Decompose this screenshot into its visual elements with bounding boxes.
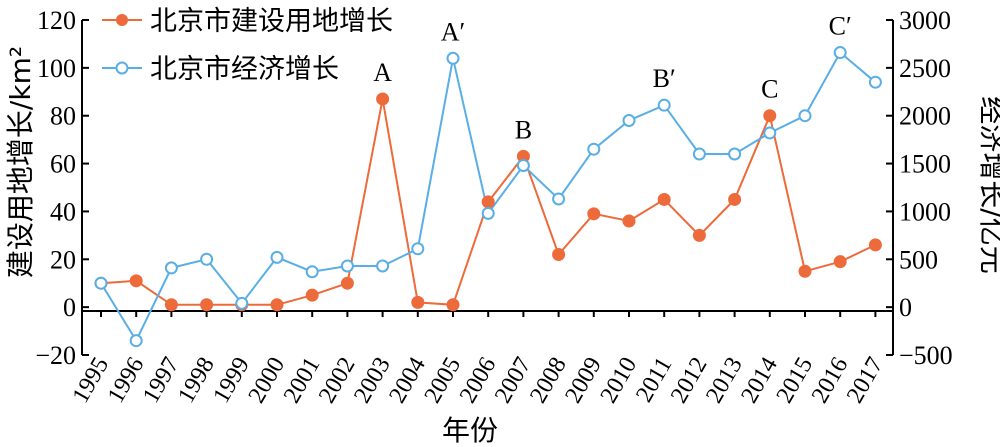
data-point — [411, 242, 425, 256]
y-axis-left-title: 建设用地增长/km² — [4, 46, 37, 278]
data-point — [516, 158, 530, 172]
annotation-label: C — [761, 75, 778, 104]
data-point — [657, 98, 671, 112]
y-right-tick-label: 500 — [899, 245, 938, 274]
data-point — [129, 274, 143, 288]
data-point — [622, 114, 636, 127]
data-point — [270, 298, 284, 312]
data-point — [833, 255, 847, 269]
data-point — [446, 298, 460, 312]
data-point — [763, 109, 777, 123]
y-right-tick-label: 2500 — [899, 54, 951, 83]
data-point — [587, 207, 601, 221]
y-left-tick-label: 80 — [50, 102, 76, 131]
annotation-label: B′ — [653, 64, 676, 93]
data-point — [728, 147, 742, 161]
x-tick-label: 2015 — [772, 353, 819, 408]
annotation-label: A′ — [441, 17, 465, 46]
annotations: A A′ B B′ C C′ — [373, 12, 852, 145]
data-point — [200, 298, 214, 312]
legend-label: 北京市建设用地增长 — [150, 6, 393, 37]
y-left-tick-label: 120 — [37, 6, 76, 35]
data-point — [94, 276, 108, 290]
x-tick-label: 2017 — [842, 353, 889, 408]
y-left-tick-label: 100 — [37, 54, 76, 83]
data-point — [481, 195, 495, 209]
x-tick-label: 2010 — [596, 353, 643, 408]
data-point — [305, 265, 319, 279]
y-right-tick-label: 1000 — [899, 197, 951, 226]
data-point — [129, 334, 143, 348]
x-tick-label: 2013 — [701, 353, 748, 408]
y-right-tick-label: 2000 — [899, 102, 951, 131]
data-point — [552, 248, 566, 261]
x-tick-label: 2005 — [420, 353, 467, 408]
x-tick-label: 2012 — [666, 353, 713, 408]
annotation-label: B — [515, 115, 532, 144]
data-point — [481, 206, 495, 220]
data-point — [270, 250, 284, 264]
y-right-tick-label: 1500 — [899, 150, 951, 179]
data-point — [798, 264, 812, 278]
y-left-tick-label: 0 — [63, 293, 76, 322]
data-point — [798, 109, 812, 123]
x-tick-label: 2000 — [244, 353, 291, 408]
y-left-tick-label: 60 — [50, 150, 76, 179]
data-point — [340, 276, 354, 290]
x-tick-label: 1998 — [173, 353, 220, 408]
x-tick-label: 2011 — [631, 353, 677, 407]
data-point — [376, 92, 390, 106]
legend-marker — [116, 14, 128, 26]
data-point — [763, 126, 777, 140]
data-point — [305, 288, 319, 302]
x-tick-label: 2002 — [314, 353, 361, 408]
legend-label: 北京市经济增长 — [150, 54, 339, 85]
legend-marker — [115, 61, 129, 75]
data-point — [552, 192, 566, 206]
data-point — [692, 147, 706, 161]
data-point — [622, 214, 636, 228]
y-right-tick-label: 0 — [899, 293, 912, 322]
data-point — [868, 75, 882, 89]
chart-axes: −20 0 20 40 60 80 100 120 −500 0 500 1000 1500 2000 25… — [35, 6, 952, 408]
y-left-tick-label: −20 — [35, 341, 76, 370]
data-point — [376, 259, 390, 273]
x-tick-label: 2016 — [807, 353, 854, 408]
data-point — [833, 46, 847, 60]
data-point — [692, 228, 706, 242]
x-tick-label: 2014 — [736, 353, 783, 408]
data-point — [164, 261, 178, 275]
x-tick-label: 2008 — [525, 353, 572, 408]
data-point — [200, 252, 214, 266]
y-axis-right-title: 经济增长/亿元 — [976, 96, 1000, 273]
data-point — [235, 296, 249, 310]
x-tick-label: 2007 — [490, 353, 537, 408]
y-right-tick-label: −500 — [899, 341, 953, 370]
data-point — [868, 238, 882, 252]
x-tick-label: 1997 — [138, 353, 185, 408]
x-tick-label: 2003 — [349, 353, 396, 408]
x-tick-label: 2009 — [560, 353, 607, 408]
x-tick-label: 1996 — [103, 353, 150, 408]
y-left-tick-label: 40 — [50, 197, 76, 226]
data-point — [411, 295, 425, 309]
data-point — [340, 259, 354, 273]
data-point — [728, 192, 742, 206]
data-point — [164, 298, 178, 312]
annotation-label: C′ — [829, 12, 852, 41]
x-tick-label: 2004 — [384, 353, 431, 408]
data-point — [657, 192, 671, 206]
x-axis-title: 年份 — [442, 414, 498, 447]
series-points — [94, 46, 882, 348]
x-tick-label: 2006 — [455, 353, 502, 408]
y-left-tick-label: 20 — [50, 245, 76, 274]
data-point — [587, 142, 601, 156]
y-right-tick-label: 3000 — [899, 6, 951, 35]
data-point — [446, 51, 460, 65]
x-tick-label: 2001 — [279, 353, 326, 408]
annotation-label: A — [373, 58, 392, 87]
x-tick-label: 1999 — [208, 353, 255, 408]
